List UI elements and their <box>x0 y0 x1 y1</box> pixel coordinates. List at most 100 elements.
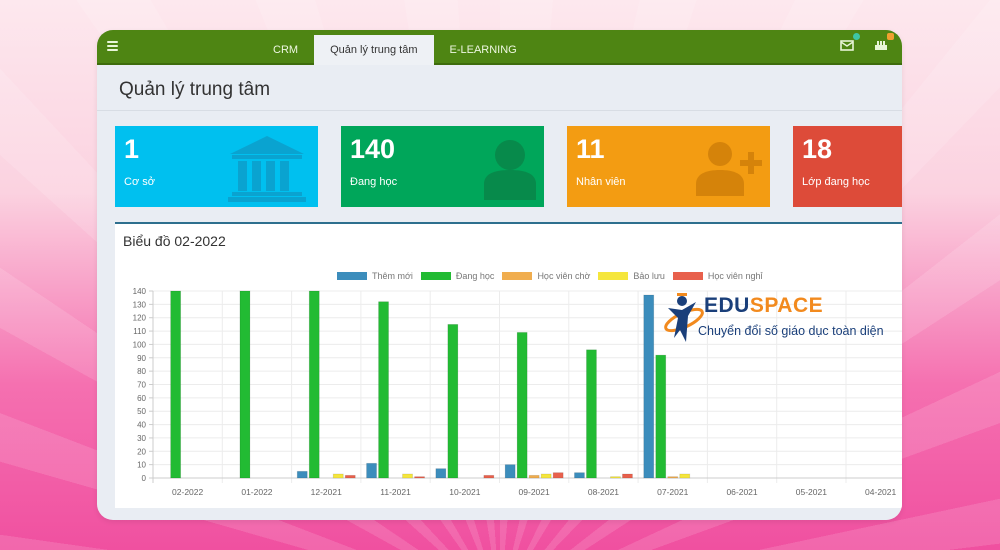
card-label: Lớp đang học <box>802 176 870 188</box>
chart-bar[interactable] <box>366 462 377 479</box>
y-tick-label: 10 <box>137 461 146 470</box>
y-tick-label: 30 <box>137 434 146 443</box>
legend-swatch <box>598 272 629 280</box>
legend-label: Đang học <box>455 271 495 281</box>
card-value: 18 <box>802 134 833 164</box>
y-tick-label: 20 <box>137 447 146 456</box>
title-divider <box>97 110 902 111</box>
legend-label: Học viên nghỉ <box>707 271 763 281</box>
chart-legend: Thêm mới Đang học Học viên chờ Bảo lưu Học v… <box>337 271 762 281</box>
factory-badge <box>887 33 894 40</box>
legend-item[interactable]: Thêm mới <box>337 271 413 281</box>
x-tick-label: 06-2021 <box>726 487 757 497</box>
legend-item[interactable]: Bảo lưu <box>598 271 665 281</box>
card-co-so[interactable]: 1 Cơ sở <box>115 126 318 207</box>
app-window: CRM Quản lý trung tâm E-LEARNING Quản lý… <box>97 30 902 520</box>
user-icon <box>482 138 538 205</box>
x-tick-label: 08-2021 <box>588 487 619 497</box>
y-tick-label: 60 <box>137 394 146 403</box>
chart-bar[interactable] <box>610 476 621 479</box>
y-tick-label: 80 <box>137 367 146 376</box>
x-tick-label: 09-2021 <box>519 487 550 497</box>
y-tick-label: 0 <box>142 474 147 483</box>
legend-label: Bảo lưu <box>633 271 665 281</box>
brand-tagline: Chuyển đổi số giáo dục toàn diện <box>698 324 884 338</box>
y-tick-label: 90 <box>137 354 146 363</box>
card-label: Cơ sở <box>124 176 155 188</box>
bar-chart: 0 10 20 30 40 50 60 70 80 90 100 110 120 130 140 02-202… <box>133 287 902 497</box>
y-tick-label: 40 <box>137 421 146 430</box>
legend-swatch <box>420 272 451 280</box>
legend-item[interactable]: Đang học <box>420 271 495 281</box>
chart-bar[interactable] <box>528 474 540 479</box>
chart-bar[interactable] <box>574 472 585 479</box>
legend-item[interactable]: Học viên chờ <box>502 271 590 281</box>
tab-crm[interactable]: CRM <box>273 44 299 56</box>
chart-bar[interactable] <box>308 290 320 479</box>
hamburger-icon[interactable] <box>107 41 118 51</box>
y-tick-label: 110 <box>133 327 146 336</box>
eduspace-mascot-icon <box>664 293 704 342</box>
chart-bar[interactable] <box>447 323 459 479</box>
card-lop-dang-hoc[interactable]: 18 Lớp đang học <box>793 126 902 207</box>
card-dang-hoc[interactable]: 140 Đang học <box>341 126 544 207</box>
page-title: Quản lý trung tâm <box>119 79 271 100</box>
legend-swatch <box>672 272 703 280</box>
top-icons <box>840 33 894 52</box>
chart-bar[interactable] <box>540 473 552 479</box>
mail-badge <box>853 33 860 40</box>
chart-bar[interactable] <box>667 476 679 479</box>
chart-bar[interactable] <box>643 294 655 479</box>
card-value: 1 <box>124 134 140 164</box>
mail-icon[interactable] <box>840 33 860 52</box>
chart-bar[interactable] <box>622 473 633 479</box>
chart-bar[interactable] <box>655 354 667 479</box>
chart-bar[interactable] <box>378 301 389 479</box>
y-tick-label: 70 <box>137 381 146 390</box>
chart-bar[interactable] <box>296 470 308 479</box>
legend-swatch <box>337 272 367 280</box>
x-tick-label: 04-2021 <box>865 487 896 497</box>
chart-bar[interactable] <box>414 476 425 479</box>
chart-bar[interactable] <box>435 468 447 479</box>
x-tick-label: 02-2022 <box>172 487 203 497</box>
legend-swatch <box>502 272 533 280</box>
chart-bar[interactable] <box>483 474 495 479</box>
x-tick-label: 11-2021 <box>380 487 411 497</box>
chart-bar[interactable] <box>516 332 528 479</box>
chart-bar[interactable] <box>504 464 516 479</box>
tab-quan-ly-trung-tam[interactable]: Quản lý trung tâm <box>314 35 434 65</box>
card-nhan-vien[interactable]: 11 Nhân viên <box>567 126 770 207</box>
x-tick-label: 10-2021 <box>449 487 480 497</box>
chart-bar[interactable] <box>679 473 691 479</box>
institution-icon <box>228 134 306 207</box>
chart-bar[interactable] <box>344 474 356 479</box>
legend-label: Học viên chờ <box>537 271 591 281</box>
legend-item[interactable]: Học viên nghỉ <box>672 271 763 281</box>
card-label: Đang học <box>350 176 398 188</box>
chart-bar[interactable] <box>239 290 251 479</box>
top-navbar: CRM Quản lý trung tâm E-LEARNING <box>97 30 902 65</box>
main-tabs: CRM Quản lý trung tâm E-LEARNING <box>257 35 533 65</box>
card-label: Nhân viên <box>576 176 626 188</box>
chart-bar[interactable] <box>332 473 344 479</box>
tab-e-learning[interactable]: E-LEARNING <box>449 44 517 56</box>
factory-icon[interactable] <box>874 33 894 52</box>
chart-title: Biểu đồ 02-2022 <box>123 233 226 249</box>
y-tick-label: 130 <box>133 300 147 309</box>
chart-bar[interactable] <box>402 473 413 479</box>
user-plus-icon <box>696 140 762 201</box>
card-value: 11 <box>576 134 605 164</box>
y-tick-label: 100 <box>133 340 147 349</box>
chart-bar[interactable] <box>586 349 597 479</box>
chart-panel: Biểu đồ 02-2022 Thêm mới Đang học Học viên… <box>115 222 902 508</box>
legend-label: Thêm mới <box>372 271 413 281</box>
x-tick-label: 01-2022 <box>241 487 272 497</box>
stat-cards: 1 Cơ sở 140 Đang học <box>115 126 902 207</box>
chart-bar[interactable] <box>170 290 182 479</box>
x-tick-label: 12-2021 <box>311 487 342 497</box>
brand-name: EDUSPACE <box>704 294 824 317</box>
eduspace-logo: EDUSPACE Chuyển đổi số giáo dục toàn diệ… <box>662 290 902 350</box>
y-tick-label: 120 <box>133 314 147 323</box>
chart-bar[interactable] <box>552 472 564 479</box>
